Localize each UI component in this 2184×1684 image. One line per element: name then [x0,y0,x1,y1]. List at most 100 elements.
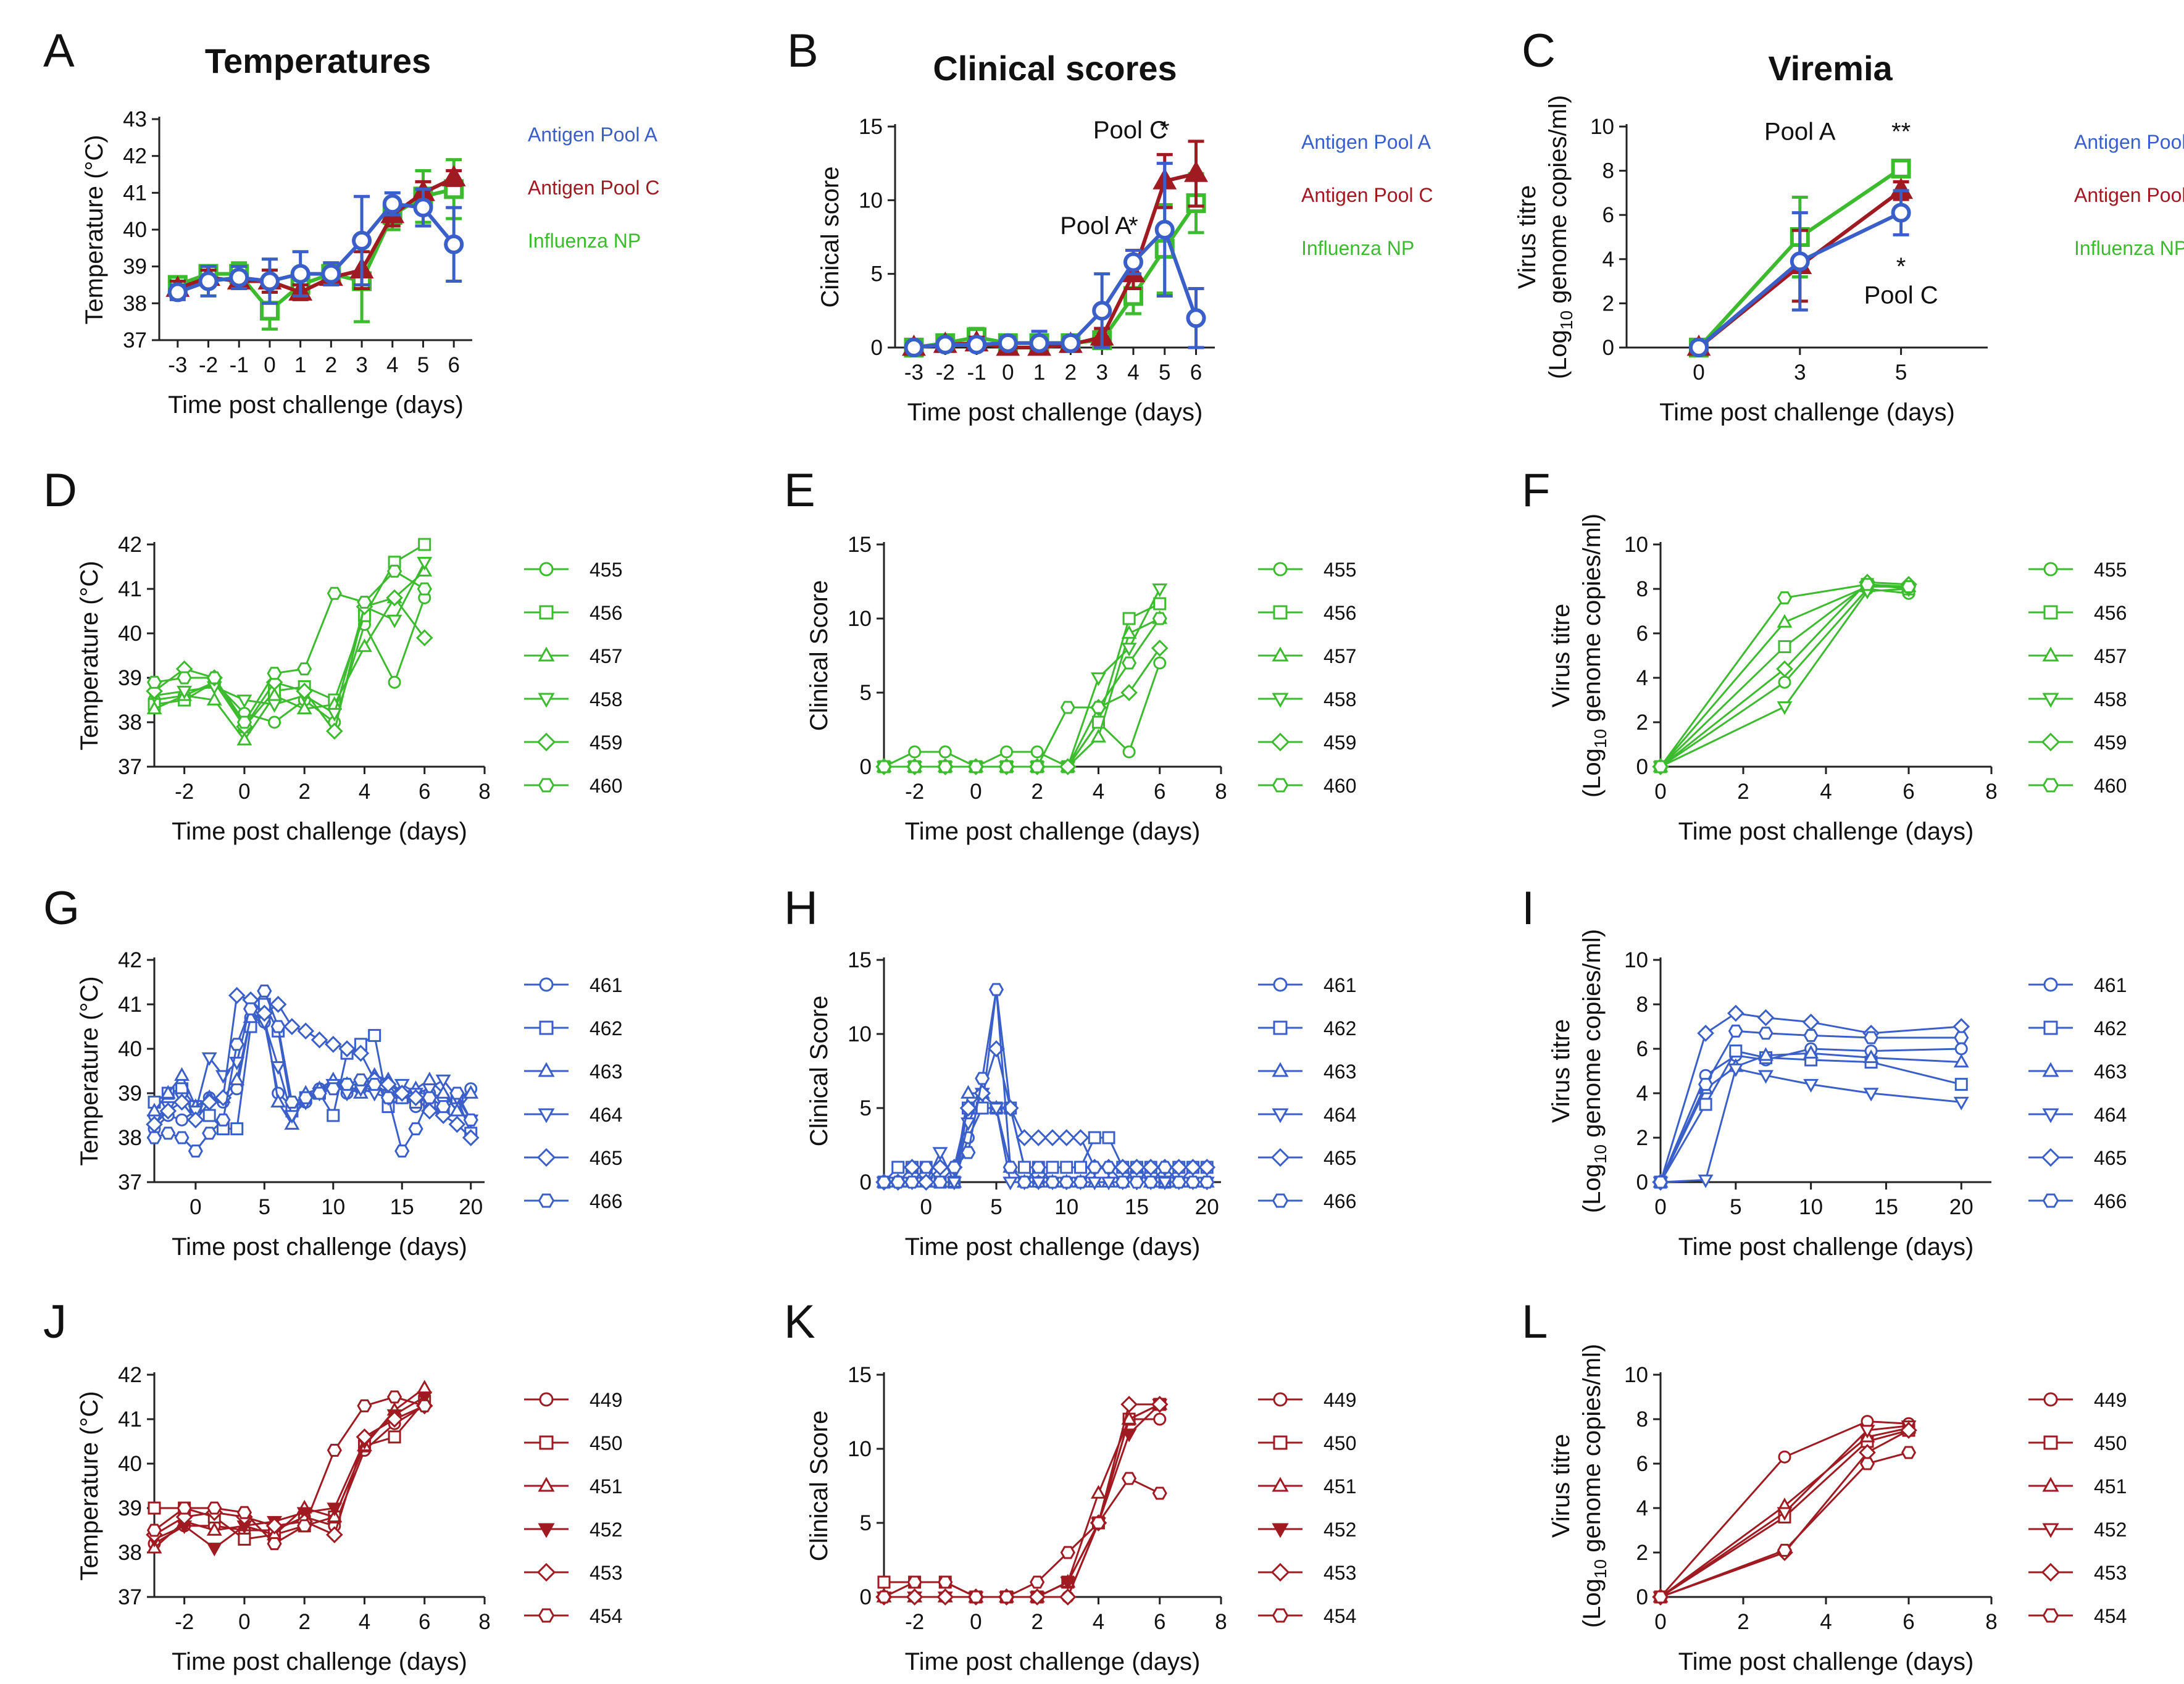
data-point [1086,1177,1102,1191]
data-point [1060,1577,1076,1591]
data-point [1087,1161,1102,1174]
y-tick-label: 40 [118,622,142,646]
x-tick-label: 6 [1903,1610,1914,1634]
data-point [367,1078,382,1091]
data-point [936,1588,954,1606]
data-point [961,1146,976,1159]
x-tick-label: 8 [1215,1610,1227,1634]
legend-marker [536,732,556,752]
panel-h: H 0 5 10 15 0 5 10 15 20 Time post challenge (days… [784,882,1356,1261]
data-point [1803,1044,1819,1059]
data-point [1123,286,1143,306]
data-point [448,1115,466,1133]
y-tick-label: 6 [1636,1452,1648,1476]
data-point [386,614,402,628]
legend-label: 461 [1323,974,1356,996]
legend-marker [538,1108,555,1123]
data-point [1120,1396,1138,1413]
data-point [1170,1159,1188,1176]
y-tick-label: 37 [123,328,147,352]
data-point [1184,1159,1202,1176]
data-point [1122,612,1136,625]
legend-label: 464 [590,1104,622,1126]
panel-letter: C [1522,25,1556,77]
data-point [1121,1428,1137,1443]
legend-marker [1273,1435,1288,1450]
data-point [1653,1590,1669,1604]
y-tick-label: 0 [871,336,883,360]
legend-marker [1272,1062,1289,1077]
annotation: * [1896,253,1906,280]
data-point [1152,1486,1167,1500]
x-axis-label: Time post challenge (days) [905,1648,1201,1675]
data-point [1863,1049,1879,1064]
legend-label: Antigen Pool C [1301,184,1433,206]
data-point [1121,625,1137,639]
data-point [1901,1446,1917,1459]
x-tick-label: 0 [190,1195,201,1219]
x-tick-label: 6 [1154,780,1165,804]
legend-marker [1273,977,1288,992]
data-point [297,662,312,676]
y-axis-label-subscript: 10 [1557,311,1576,330]
data-point [386,564,402,578]
data-point [1030,745,1044,759]
x-tick-label: 2 [1031,780,1043,804]
x-tick-label: 20 [1949,1195,1974,1219]
legend-marker [2041,732,2061,752]
legend-marker [539,605,554,620]
data-point [173,1093,191,1111]
y-axis-label-units: (Log10 genome copies/ml) [1544,95,1576,379]
data-point [1115,1175,1130,1189]
x-tick-label: 6 [1190,361,1202,385]
y-tick-label: 0 [860,755,872,779]
series-line [1659,1420,1909,1598]
data-point [382,194,402,214]
data-point [380,1091,396,1104]
y-tick-label: 0 [1603,336,1614,360]
legend-label: 452 [590,1519,622,1541]
y-tick-label: 8 [1636,577,1648,601]
x-axis-label: Time post challenge (days) [1659,399,1955,426]
legend-label: 458 [1323,688,1356,711]
data-point [386,1411,403,1428]
legend-label: 454 [590,1605,622,1627]
y-tick-label: 6 [1636,622,1648,646]
legend-label: Antigen Pool A [528,123,658,146]
legend-marker [1272,646,1289,662]
y-axis-label-part: (Log [1578,1578,1606,1628]
x-tick-label: 0 [1654,1195,1666,1219]
data-point [417,1380,433,1394]
data-point [1727,1004,1744,1022]
legend-marker [539,1392,554,1407]
data-point [1777,614,1793,628]
series-464 [1653,1063,1969,1191]
data-point [1059,1175,1074,1189]
annotation: Pool C [1093,117,1167,144]
legend-label: 453 [590,1562,622,1584]
legend-label: 452 [2094,1519,2127,1541]
legend-label: 450 [590,1432,622,1454]
y-tick-label: 10 [848,1437,872,1461]
panel-k: K 0 5 10 15 -2 0 2 4 6 8 Time post challenge (days)… [784,1296,1356,1675]
data-point [1803,1078,1819,1093]
panel-f: F 0 2 4 6 8 10 0 2 4 6 8 Time post challenge (days) V… [1522,464,2127,845]
legend-label: 450 [2094,1432,2127,1454]
data-point [968,760,984,773]
legend-label: 449 [590,1389,622,1411]
legend-label: 456 [1323,602,1356,624]
panel-a: A Temperatures 37 38 39 40 41 42 43 -3 -2 -1 0 1 2 3 4 5 6… [43,25,659,419]
x-tick-label: -3 [168,353,187,377]
x-tick-label: 15 [1874,1195,1898,1219]
data-point [207,671,222,685]
data-point [146,1131,162,1144]
x-tick-label: 3 [1794,361,1806,385]
data-point [283,1018,301,1035]
legend-marker [1272,778,1289,793]
legend-marker [1270,1562,1290,1582]
data-point [338,1040,356,1057]
series-460 [146,564,432,729]
data-point [1059,1588,1077,1606]
y-axis-label: Clinical Score [806,580,833,732]
